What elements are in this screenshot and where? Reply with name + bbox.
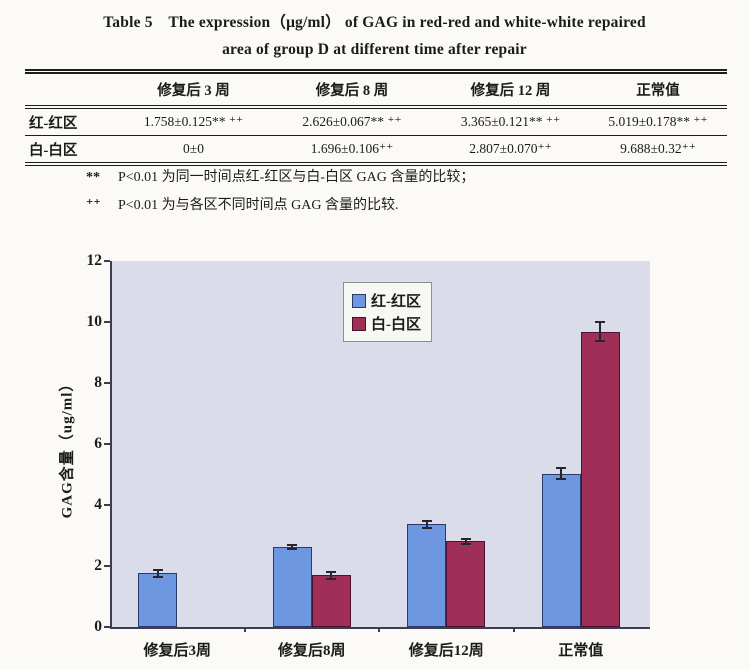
legend-swatch-white-white [352,316,366,331]
y-tick-label: 0 [94,618,102,635]
chart-legend: 红-红区 白-白区 [343,282,432,342]
table-header-normal: 正常值 [589,71,727,109]
cell-value: 0±0 [183,141,204,156]
cell-value: 1.758±0.125** ⁺⁺ [115,107,272,136]
cell-value: 3.365±0.121** ⁺⁺ [432,107,589,136]
footnote-double-asterisk: ** P<0.01 为同一时间点红-红区与白-白区 GAG 含量的比较； [86,168,474,188]
cell-value: 2.807±0.070⁺⁺ [469,141,552,156]
footnote-text: P<0.01 为同一时间点红-红区与白-白区 GAG 含量的比较； [118,170,475,185]
y-axis-label: GAG含量（ug/ml） [59,375,76,519]
y-tick-label: 12 [86,252,103,269]
legend-label: 白-白区 [371,317,421,333]
x-label-week8: 修复后8周 [277,643,346,659]
table-header-week3: 修复后 3 周 [115,71,272,109]
legend-item-red-red: 红-红区 [352,290,421,311]
legend-label: 红-红区 [371,294,421,310]
cell-value: 2.626±0.067** ⁺⁺ [272,107,432,136]
table-header-week8: 修复后 8 周 [272,71,432,109]
row-label-red-red: 红-红区 [25,107,115,136]
legend-swatch-red-red [352,293,366,308]
footnote-marker: ** [86,170,100,185]
x-axis-labels: 修复后3周 修复后8周 修复后12周 正常值 [110,639,648,660]
table-title-line1: Table 5 The expression（μg/ml） of GAG in … [103,14,646,31]
table-title-line2: area of group D at different time after … [222,41,527,58]
cell-value: 5.019±0.178** ⁺⁺ [589,107,727,136]
x-label-week3: 修复后3周 [143,643,211,659]
legend-item-white-white: 白-白区 [352,313,421,334]
table-header-empty [25,71,115,109]
footnote-text: P<0.01 为与各区不同时间点 GAG 含量的比较. [118,198,399,213]
x-label-normal: 正常值 [558,643,604,659]
y-tick-label: 2 [94,557,102,574]
cell-value: 1.696±0.106⁺⁺ [310,141,394,156]
table-row: 红-红区 1.758±0.125** ⁺⁺ 2.626±0.067** ⁺⁺ 3… [25,107,727,136]
table-row: 白-白区 0±0 1.696±0.106⁺⁺ 2.807±0.070⁺⁺ 9.6… [25,136,727,165]
y-tick-label: 10 [86,313,103,330]
x-label-week12: 修复后12周 [408,643,484,659]
table-header-row: 修复后 3 周 修复后 8 周 修复后 12 周 正常值 [25,71,727,109]
cell-value: 9.688±0.32⁺⁺ [620,141,696,156]
row-label-white-white: 白-白区 [29,142,78,159]
gag-expression-table: 修复后 3 周 修复后 8 周 修复后 12 周 正常值 红-红区 1.758±… [25,69,727,166]
footnote-marker: ⁺⁺ [86,198,101,213]
footnote-double-plus: ⁺⁺ P<0.01 为与各区不同时间点 GAG 含量的比较. [86,196,399,216]
table-header-week12: 修复后 12 周 [432,71,589,109]
